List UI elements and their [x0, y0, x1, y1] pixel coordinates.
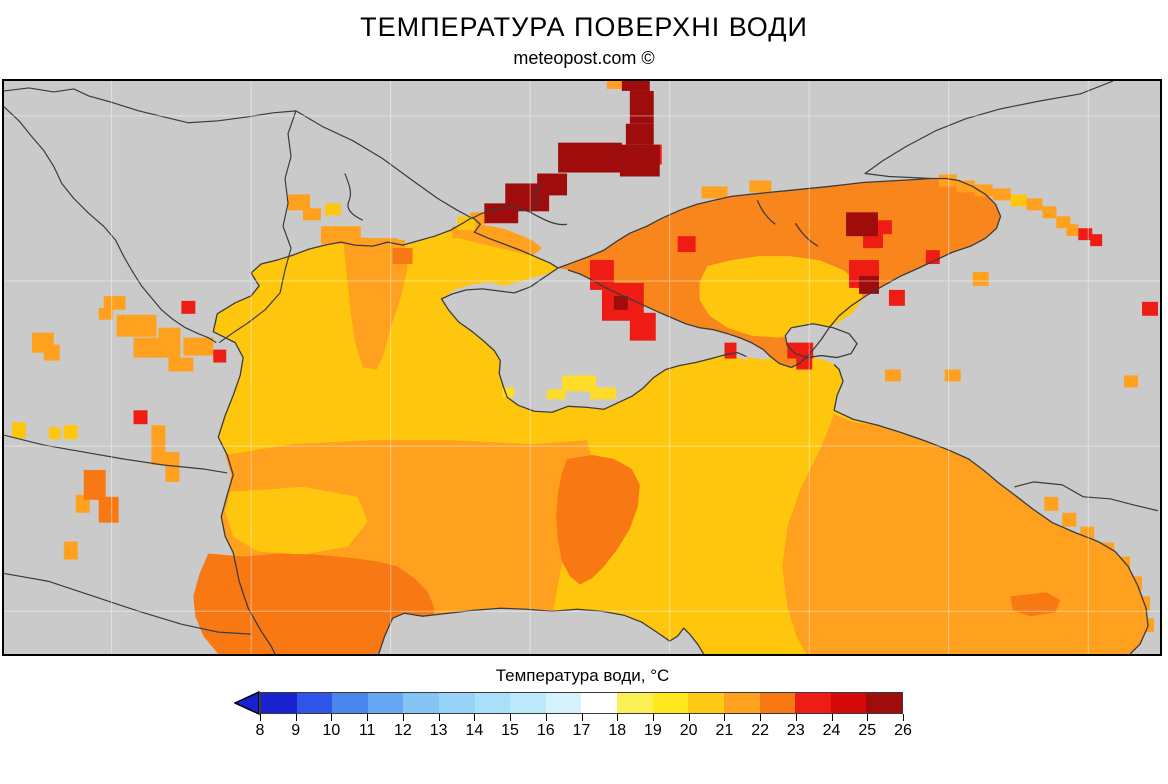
legend-tick-label: 23: [786, 722, 805, 739]
dark-orange-regions: [193, 455, 1061, 654]
legend-tick: [367, 714, 369, 721]
legend-tick: [545, 714, 547, 721]
legend-color-cell: [403, 693, 440, 713]
legend-tick-label: 20: [679, 722, 698, 739]
legend-color-cell: [510, 693, 546, 713]
legend-tick-label: 11: [358, 722, 376, 739]
crimea-landmass: [441, 270, 752, 413]
legend-title: Температура води, °С: [495, 666, 670, 685]
legend-tick: [795, 714, 797, 721]
legend-tick: [724, 714, 726, 721]
turkey-coast-landstrip: [378, 608, 704, 654]
legend-tick-label: 21: [715, 722, 734, 739]
legend-tick-label: 15: [501, 722, 519, 739]
legend-tick-row: [260, 714, 904, 722]
legend-color-cell: [830, 693, 867, 713]
legend-color-cell: [723, 693, 760, 713]
legend-tick: [260, 714, 261, 721]
legend-color-cell: [617, 693, 653, 713]
legend-color-cell: [652, 693, 689, 713]
map-canvas: [4, 81, 1160, 654]
legend-color-cell: [688, 693, 724, 713]
legend-tick: [652, 714, 654, 721]
page-title: ТЕМПЕРАТУРА ПОВЕРХНІ ВОДИ: [360, 12, 808, 42]
legend-tick-label: 12: [393, 722, 412, 739]
page-subtitle: meteopost.com ©: [513, 48, 655, 68]
legend-tick-label: 16: [536, 722, 555, 739]
legend-tick: [581, 714, 583, 721]
legend-color-cell: [474, 693, 511, 713]
legend-tick: [331, 714, 333, 721]
azov-gold-patch: [699, 256, 864, 338]
legend-tick-label: 17: [572, 722, 591, 739]
yellow-pixel-cells: [502, 375, 616, 400]
legend-tick-label: 8: [255, 722, 265, 739]
legend-color-cell: [296, 693, 333, 713]
legend-tick: [867, 714, 869, 721]
legend-tick: [831, 714, 833, 721]
legend-tick: [617, 714, 619, 721]
legend-colorbar: [260, 692, 903, 714]
legend-tick: [760, 714, 762, 721]
gold-west-patch: [225, 486, 368, 555]
orange-pixel-cells: [31, 81, 1155, 633]
legend-tick: [438, 714, 440, 721]
legend-tick: [903, 714, 904, 721]
legend-color-cell: [367, 693, 404, 713]
legend-tick-label: 26: [894, 722, 912, 739]
legend-tick-label: 18: [608, 722, 627, 739]
legend-tick-label: 10: [322, 722, 341, 739]
legend-tick-label: 22: [751, 722, 769, 739]
dark-orange-pixel-cells: [83, 248, 413, 523]
legend-tick-label: 24: [822, 722, 841, 739]
legend-tick: [295, 714, 297, 721]
graticule: [4, 81, 1160, 654]
legend-tick-labels: 8 9 10 11 12 13 14 15 16 17 18 19 20 21 22 23 24 25 26: [256, 722, 912, 742]
legend-color-cell: [581, 693, 618, 713]
dnieper-warm-trace: [484, 81, 879, 310]
legend-tick: [510, 714, 512, 721]
legend-color-cell: [866, 693, 902, 713]
legend-tick: [402, 714, 404, 721]
coastlines: [212, 177, 1149, 654]
gold-pixel-cells: [11, 194, 1027, 440]
legend-color-cell: [332, 693, 368, 713]
legend-below-range-arrow-icon: [234, 690, 260, 716]
legend-tick-label: 9: [291, 722, 301, 739]
legend-color-cell: [759, 693, 796, 713]
legend-tick-label: 14: [465, 722, 484, 739]
sea-surface-temperature-map: [2, 79, 1162, 656]
legend-tick: [688, 714, 690, 721]
legend-tick-label: 19: [644, 722, 662, 739]
legend-tick-label: 25: [858, 722, 877, 739]
legend-color-cell: [439, 693, 475, 713]
legend-color-cell: [261, 693, 297, 713]
legend-color-cell: [545, 693, 582, 713]
legend-color-cell: [795, 693, 831, 713]
country-borders: [4, 81, 1159, 635]
legend-tick-label: 13: [429, 722, 448, 739]
legend-tick: [474, 714, 476, 721]
